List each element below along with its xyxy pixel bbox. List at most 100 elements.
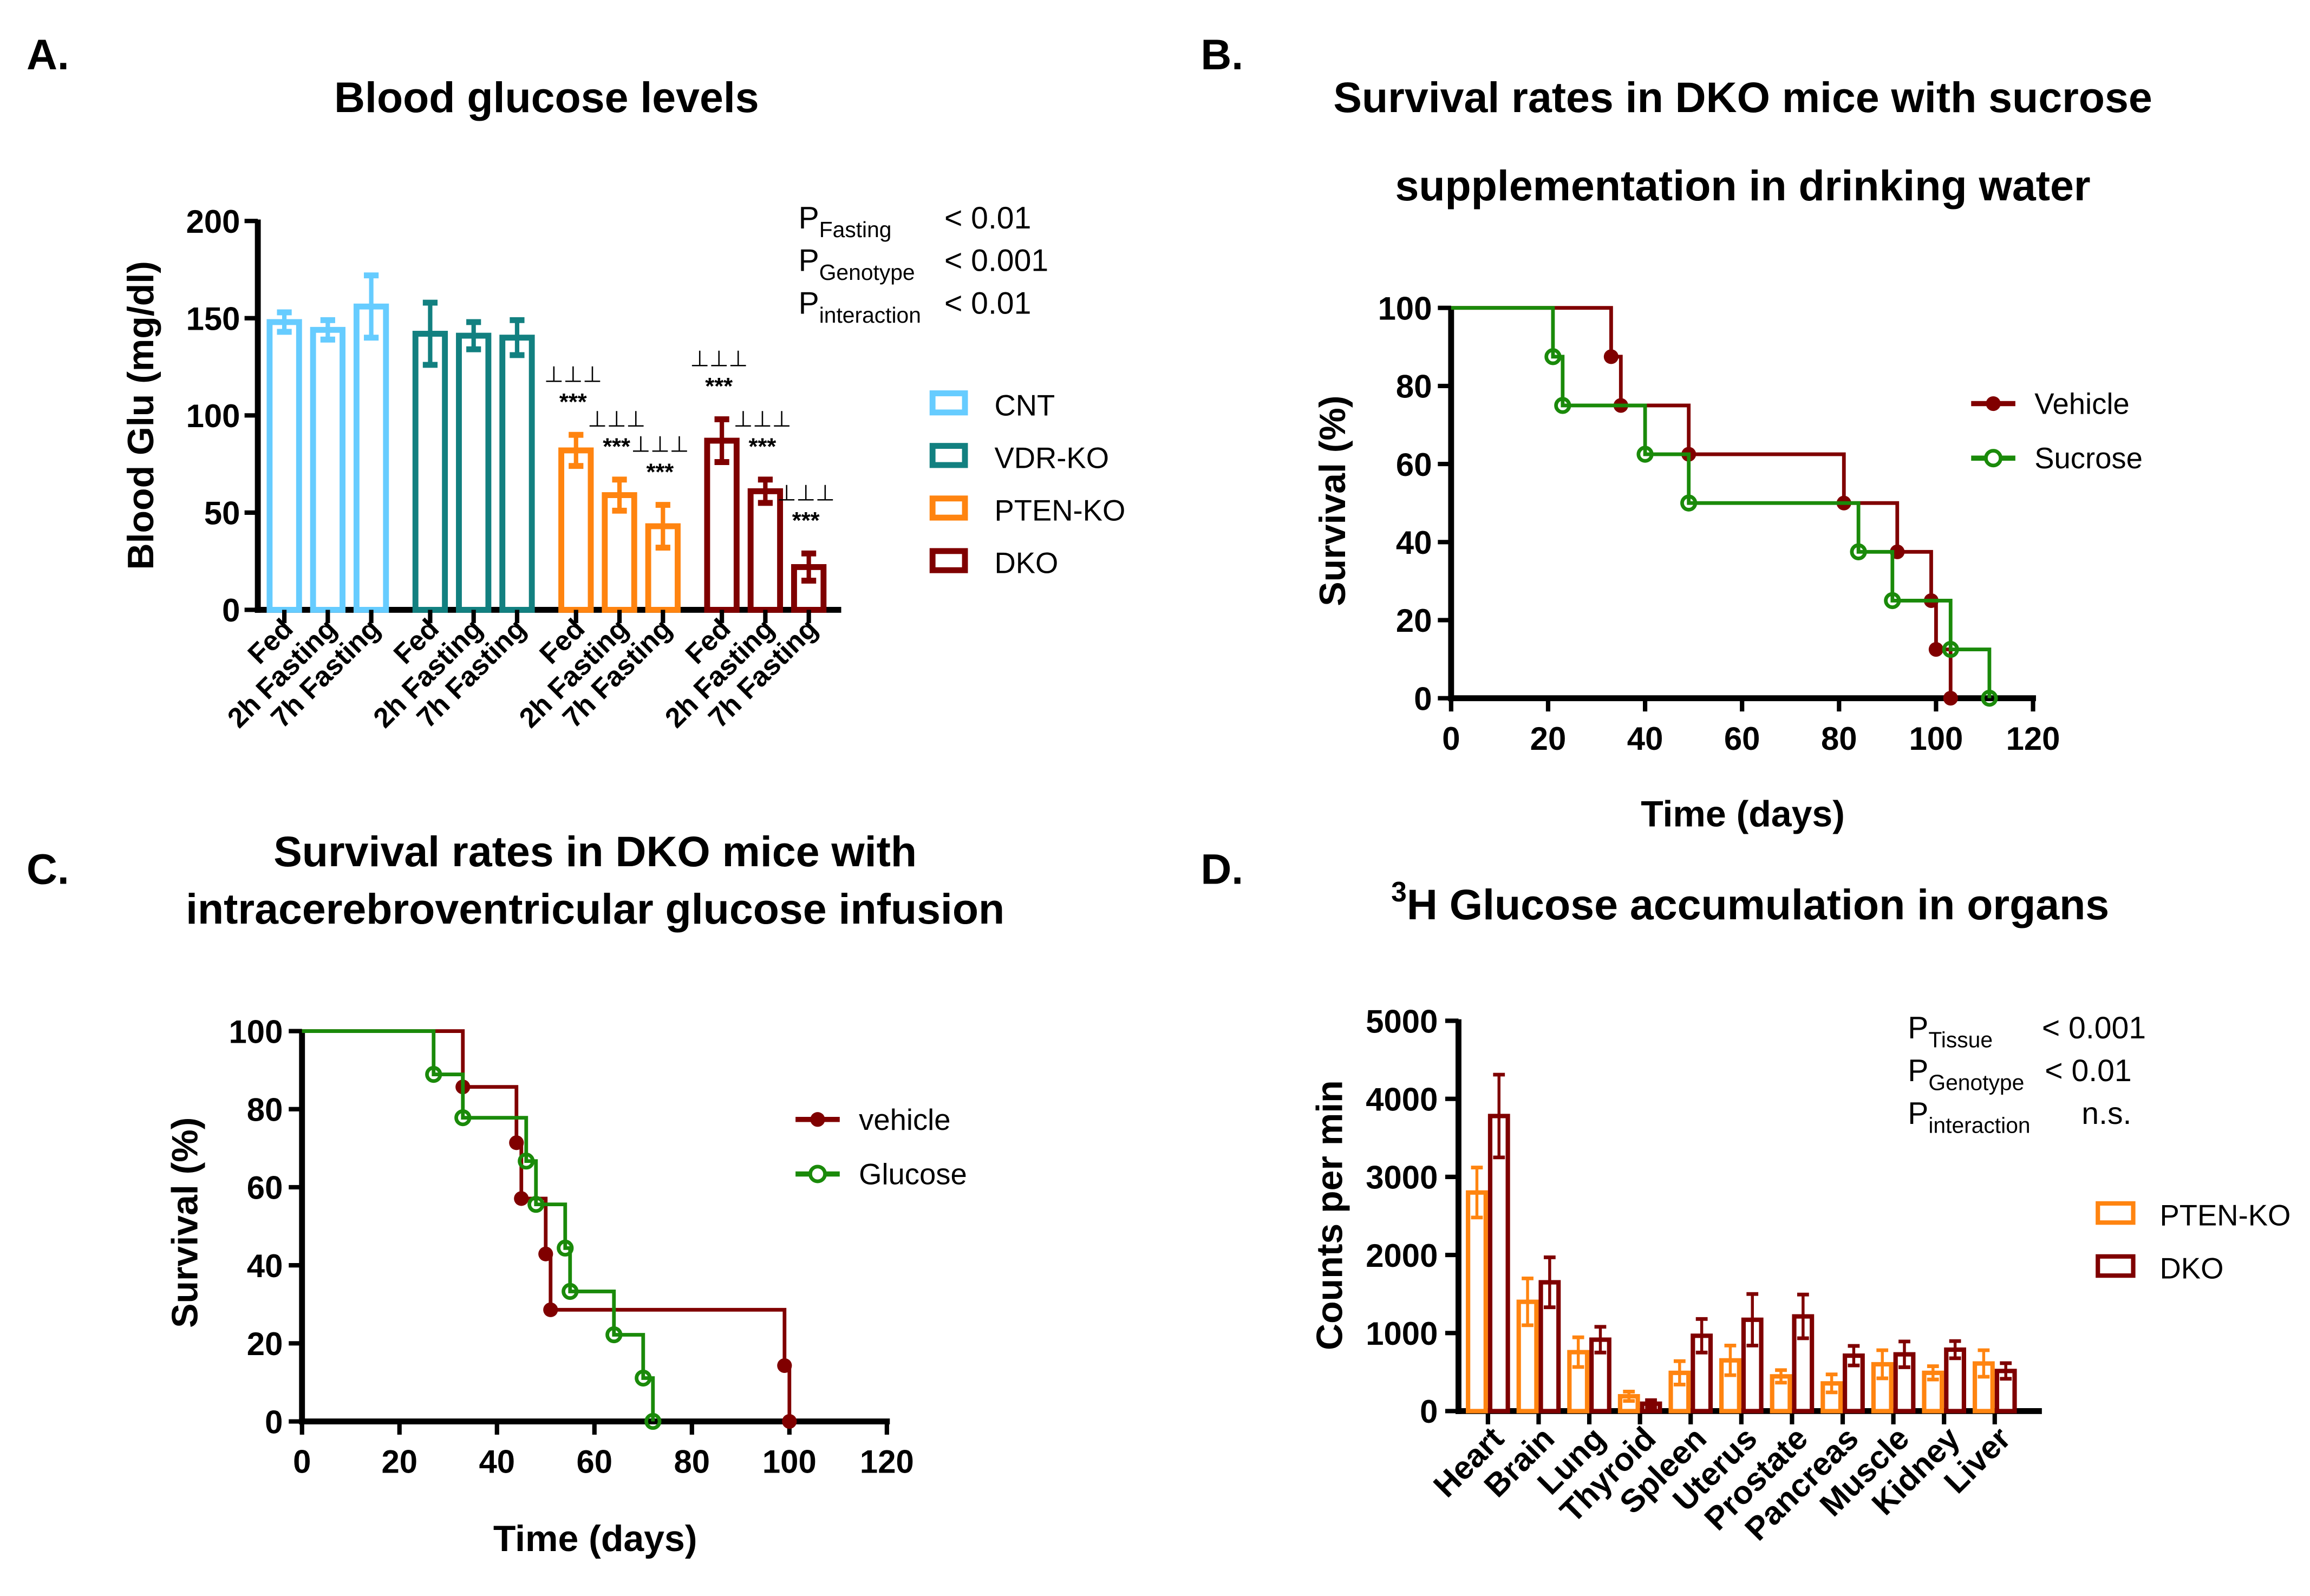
- y-tick-label: 5000: [1366, 1003, 1438, 1039]
- legend-label: DKO: [2159, 1252, 2223, 1285]
- y-tick-label: 4000: [1366, 1081, 1438, 1117]
- x-tick-label: 120: [2006, 721, 2060, 757]
- event-marker: [644, 1412, 662, 1430]
- y-tick-label: 60: [1396, 447, 1432, 483]
- y-tick-label: 100: [1378, 290, 1432, 326]
- event-marker: [509, 1135, 524, 1150]
- event-marker: [1636, 446, 1654, 463]
- x-tick-label: 40: [1627, 721, 1663, 757]
- event-marker: [543, 1302, 558, 1317]
- legend-label: PTEN-KO: [2159, 1199, 2291, 1232]
- chart-c-xlabel: Time (days): [493, 1518, 697, 1559]
- chart-d: 010002000300040005000HeartBrainLungThyro…: [1366, 1003, 2291, 1547]
- y-tick-label: 40: [1396, 525, 1432, 561]
- legend-label: vehicle: [859, 1103, 950, 1136]
- event-marker: [777, 1358, 792, 1373]
- legend-item-sucrose: Sucrose: [1971, 442, 2143, 475]
- y-tick-label: 3000: [1366, 1160, 1438, 1196]
- legend-swatch: [929, 390, 968, 416]
- legend-label: DKO: [994, 547, 1058, 580]
- stat-interaction: Pinteraction: [1908, 1096, 2030, 1137]
- stat-label: P: [1908, 1054, 1928, 1088]
- bar: [747, 488, 784, 613]
- chart-a-ylabel: Blood Glu (mg/dl): [120, 261, 161, 570]
- y-tick-label: 100: [229, 1013, 283, 1050]
- legend-swatch: [2096, 1201, 2136, 1225]
- significance-stars: ***: [603, 434, 630, 460]
- stat-label: P: [1908, 1011, 1928, 1045]
- legend-marker: [1984, 449, 2003, 468]
- legend-marker: [810, 1112, 825, 1127]
- panel-label-c: C.: [27, 845, 69, 893]
- panel-label-b: B.: [1200, 31, 1243, 79]
- legend-marker: [1986, 396, 2001, 411]
- significance-mark: ⊥⊥⊥: [588, 407, 645, 431]
- legend-label: VDR-KO: [994, 441, 1109, 474]
- significance-mark: ⊥⊥⊥: [734, 407, 792, 431]
- chart-d-stats: PTissue < 0.001 PGenotype < 0.01 Pintera…: [1908, 1011, 2146, 1137]
- stat-tissue: PTissue: [1908, 1011, 1993, 1052]
- event-marker: [557, 1239, 574, 1257]
- y-tick-label: 150: [186, 301, 240, 337]
- series-pten-ko: [1466, 1166, 1995, 1414]
- legend-item-pten-ko: PTEN-KO: [2096, 1199, 2291, 1232]
- series-vehicle: [302, 1029, 797, 1429]
- survival-curve: [302, 1029, 655, 1422]
- legend-item-dko: DKO: [929, 547, 1058, 580]
- panel-label-a: A.: [27, 31, 69, 79]
- event-marker: [454, 1109, 472, 1127]
- bar: [353, 303, 389, 613]
- event-marker: [1928, 642, 1944, 657]
- survival-curve: [302, 1029, 792, 1422]
- chart-b-title-line1: Survival rates in DKO mice with sucrose: [1333, 74, 2152, 121]
- y-tick-label: 50: [204, 495, 240, 532]
- panel-label-d: D.: [1200, 845, 1243, 893]
- x-tick-label: 80: [1821, 721, 1857, 757]
- bar: [266, 319, 302, 613]
- legend-item-vdr-ko: VDR-KO: [929, 441, 1109, 474]
- event-marker: [782, 1414, 797, 1429]
- event-marker: [425, 1065, 442, 1083]
- legend-label: Sucrose: [2034, 442, 2143, 475]
- bar: [1487, 1114, 1510, 1414]
- stat-interaction-value: < 0.01: [944, 286, 1031, 321]
- series-dko: ⊥⊥⊥***⊥⊥⊥***⊥⊥⊥***: [690, 346, 835, 613]
- event-marker: [1554, 397, 1571, 414]
- y-tick-label: 100: [186, 398, 240, 434]
- legend-swatch: [929, 443, 968, 468]
- y-tick-label: 0: [1420, 1394, 1438, 1430]
- event-marker: [1544, 348, 1562, 365]
- legend-item-pten-ko: PTEN-KO: [929, 494, 1125, 527]
- stat-genotype: PGenotype: [1908, 1054, 2024, 1095]
- significance-mark: ⊥⊥⊥: [631, 432, 689, 457]
- y-tick-label: 20: [247, 1326, 283, 1362]
- legend-item-vehicle: Vehicle: [1971, 388, 2130, 421]
- y-tick-label: 0: [1414, 681, 1432, 717]
- event-marker: [1981, 690, 1998, 707]
- stat-interaction: Pinteraction: [799, 286, 921, 328]
- chart-c-title-line2: intracerebroventricular glucose infusion: [186, 885, 1004, 933]
- event-marker: [538, 1246, 553, 1261]
- chart-b-ylabel: Survival (%): [1312, 395, 1353, 606]
- stat-label: P: [1908, 1096, 1928, 1131]
- event-marker: [605, 1326, 623, 1344]
- chart-b-xlabel: Time (days): [1641, 793, 1845, 834]
- legend-item-glucose: Glucose: [795, 1157, 967, 1191]
- x-tick-label: 0: [293, 1444, 311, 1480]
- y-tick-label: 1000: [1366, 1316, 1438, 1352]
- y-tick-label: 0: [222, 592, 240, 629]
- bar: [456, 332, 492, 613]
- x-tick-label: 60: [576, 1444, 612, 1480]
- chart-b-title-line2: supplementation in drinking water: [1395, 162, 2091, 210]
- bar: [558, 447, 594, 613]
- event-marker: [1680, 494, 1698, 512]
- bar: [412, 331, 448, 613]
- event-marker: [1943, 691, 1958, 706]
- significance-mark: ⊥⊥⊥: [777, 480, 835, 505]
- legend-swatch: [929, 548, 968, 573]
- series-dko: [1487, 1072, 2017, 1414]
- chart-d-ylabel: Counts per min: [1309, 1080, 1350, 1350]
- stat-sub: interaction: [1928, 1113, 2030, 1137]
- event-marker: [635, 1369, 652, 1387]
